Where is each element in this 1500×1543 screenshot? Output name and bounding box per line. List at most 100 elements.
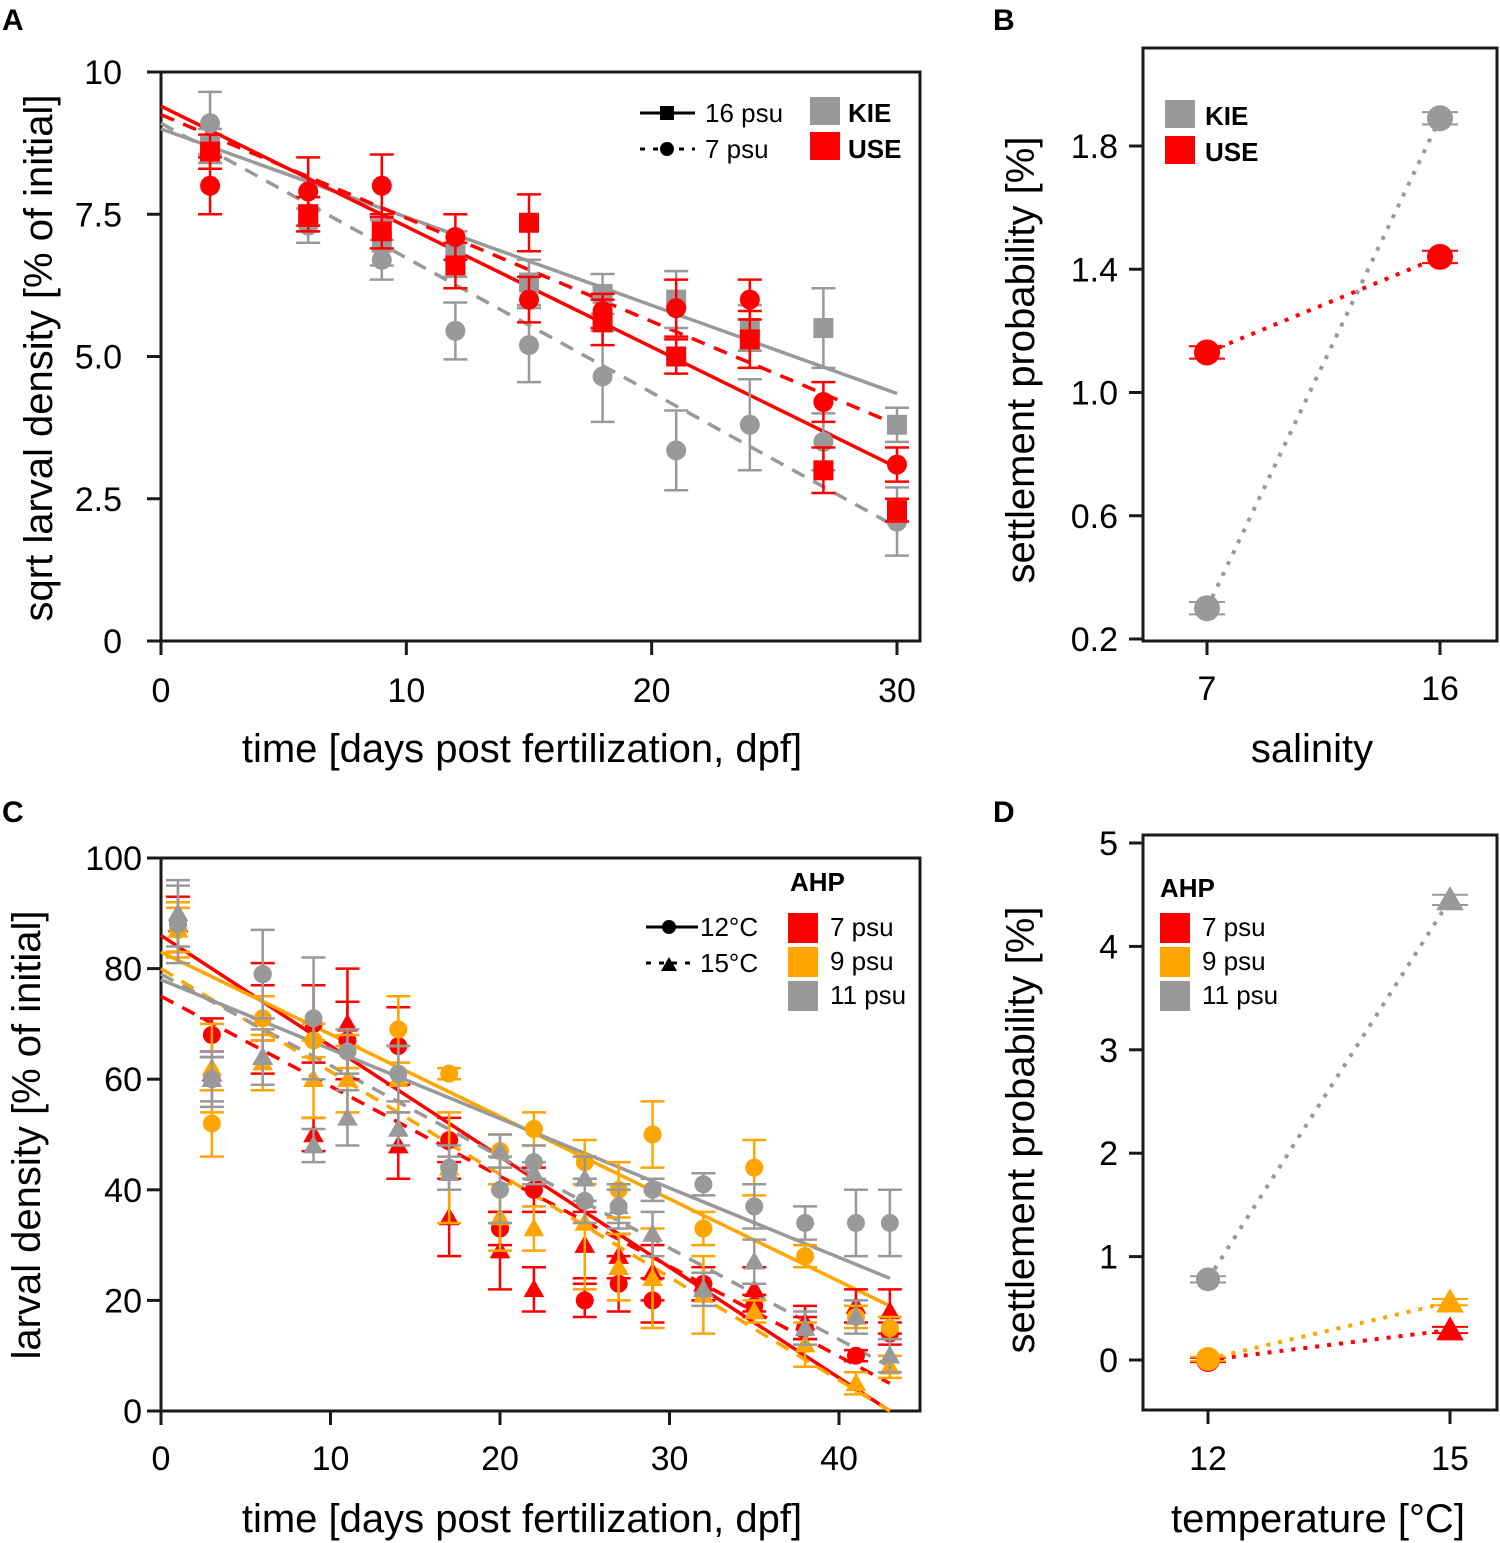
x-tick-label: 15 [1431, 1440, 1469, 1478]
x-tick-label: 16 [1421, 670, 1459, 708]
legend-swatch-kie [1165, 100, 1195, 128]
legend-swatch-use [810, 132, 840, 160]
data-point [524, 1119, 543, 1138]
data-point [523, 1278, 545, 1298]
y-tick-label: 7.5 [75, 196, 122, 234]
panel-letter-c: C [2, 796, 24, 829]
y-tick-label: 0 [103, 623, 122, 661]
data-point [592, 366, 613, 387]
data-point [880, 1319, 899, 1338]
data-point [371, 175, 392, 196]
data-point [1196, 1267, 1220, 1292]
y-tick-label: 1.4 [1071, 251, 1118, 289]
legend-label: 9 psu [830, 946, 894, 976]
x-tick-label: 20 [633, 672, 671, 710]
data-point [519, 335, 539, 356]
data-point [202, 1114, 221, 1133]
data-point [371, 249, 392, 270]
data-point [167, 902, 189, 922]
x-axis-title: salinity [1251, 727, 1373, 771]
data-point [643, 1180, 662, 1199]
legend-swatch [1160, 947, 1190, 977]
y-tick-label: 0 [1099, 1342, 1118, 1380]
data-point [592, 300, 613, 321]
y-tick-label: 100 [85, 840, 142, 878]
data-point [200, 175, 221, 196]
legend-swatch [788, 913, 818, 943]
data-point [519, 212, 539, 233]
data-point [1436, 1316, 1464, 1341]
data-point [887, 454, 907, 475]
data-point [253, 965, 272, 984]
data-point [303, 1135, 324, 1154]
data-point [1436, 1288, 1464, 1313]
data-point [337, 1013, 358, 1032]
panel-b-frame [1141, 46, 1499, 643]
legend-label: USE [848, 134, 901, 164]
y-tick-label: 80 [104, 951, 142, 989]
legend-label: USE [1205, 137, 1258, 167]
legend-marker-circle [660, 142, 674, 156]
data-point [338, 1042, 357, 1061]
y-tick-label: 1.0 [1071, 375, 1118, 413]
data-point [575, 1291, 594, 1310]
legend-swatch [1160, 913, 1190, 943]
data-point [887, 414, 907, 435]
y-tick-label: 40 [104, 1172, 142, 1210]
series-line [1207, 1328, 1451, 1362]
data-point [201, 1068, 223, 1087]
y-tick-label: 5.0 [75, 339, 122, 377]
data-point [693, 1278, 714, 1298]
data-point [519, 289, 539, 310]
data-point [643, 1125, 662, 1144]
data-point [745, 1158, 764, 1177]
y-tick-label: 1 [1099, 1239, 1118, 1277]
y-axis-title: settlement probability [%] [999, 137, 1043, 584]
data-point [694, 1175, 713, 1194]
data-point [887, 500, 907, 521]
data-point [743, 1251, 765, 1270]
x-tick-label: 40 [820, 1440, 858, 1478]
data-point [574, 1168, 596, 1187]
data-point [337, 1068, 358, 1087]
data-point [813, 392, 834, 413]
panel-letter-b: B [993, 4, 1015, 37]
data-point [371, 221, 392, 242]
legend-b: KIE USE [1165, 100, 1258, 167]
panel-a-frame [159, 70, 922, 643]
data-point [523, 1218, 545, 1237]
data-point [879, 1345, 901, 1364]
panel-b-chart: 7 16 0.2 0.6 1.0 1.4 1.8 salinity settlement pro… [999, 46, 1499, 771]
legend-title: AHP [1160, 873, 1215, 903]
data-point [389, 1020, 408, 1039]
fit-line [160, 933, 891, 1413]
y-tick-label: 2 [1099, 1135, 1118, 1173]
data-point [642, 1267, 663, 1287]
legend-label: 7 psu [830, 912, 894, 942]
legend-marker-triangle [660, 956, 678, 972]
legend-swatch-kie [810, 97, 840, 125]
fit-line [160, 113, 898, 427]
data-point [523, 1162, 545, 1181]
y-axis-title: settlement probability [%] [999, 907, 1043, 1354]
data-point [739, 289, 760, 310]
legend-label: KIE [1205, 101, 1248, 131]
y-tick-label: 0.6 [1071, 498, 1118, 536]
data-point [879, 1301, 901, 1320]
legend-marker-square [660, 106, 674, 120]
legend-marker-circle [662, 920, 676, 934]
y-tick-label: 0 [123, 1393, 142, 1431]
x-tick-label: 10 [312, 1440, 350, 1478]
x-tick-label: 20 [481, 1440, 519, 1478]
data-point [1194, 339, 1220, 366]
series-line [1207, 1300, 1451, 1361]
panel-c-frame [159, 856, 922, 1413]
legend-label: 7 psu [705, 134, 769, 164]
data-point [608, 1196, 629, 1215]
legend-d: AHP 7 psu 9 psu 11 psu [1160, 873, 1278, 1011]
panel-c-chart: 0 10 20 30 40 0 20 40 60 80 100 time [days post fer… [5, 840, 922, 1541]
data-point [1427, 243, 1453, 270]
data-point [739, 414, 760, 435]
data-point [845, 1373, 867, 1392]
data-point [694, 1219, 713, 1238]
